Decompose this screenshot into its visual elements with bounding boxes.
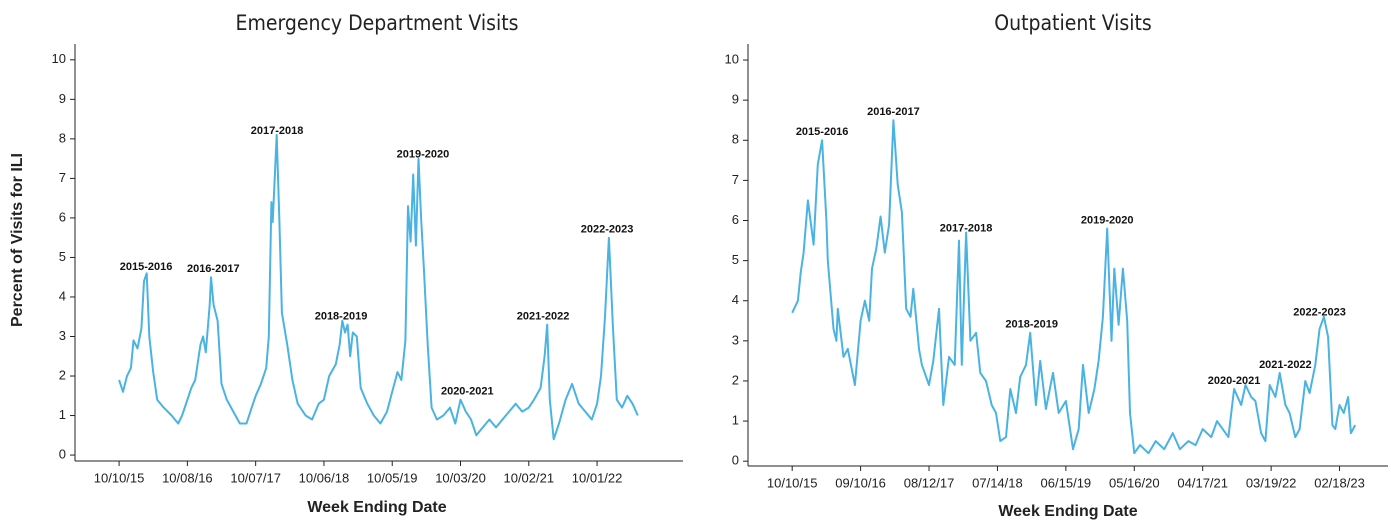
x-tick-label: 10/08/16 [162, 470, 213, 485]
x-tick-label: 03/19/22 [1246, 475, 1297, 490]
x-tick-label: 10/06/18 [299, 470, 350, 485]
chart-title: Emergency Department Visits [236, 11, 519, 35]
season-label: 2018-2019 [1005, 319, 1058, 331]
x-axis-label: Week Ending Date [307, 499, 446, 516]
x-tick-label: 10/01/22 [572, 470, 623, 485]
y-tick-label: 3 [59, 328, 66, 343]
x-tick-label: 10/05/19 [367, 470, 418, 485]
y-tick-label: 1 [732, 413, 739, 428]
y-tick-label: 5 [59, 249, 66, 264]
y-tick-label: 2 [732, 372, 739, 387]
y-tick-label: 8 [732, 132, 739, 147]
season-label: 2019-2020 [1081, 214, 1134, 226]
y-tick-label: 0 [59, 447, 66, 462]
x-tick-label: 06/15/19 [1041, 475, 1092, 490]
season-label: 2018-2019 [315, 311, 368, 323]
y-tick-label: 9 [732, 92, 739, 107]
y-tick-label: 0 [732, 453, 739, 468]
season-label: 2022-2023 [1293, 307, 1346, 319]
season-label: 2016-2017 [187, 263, 240, 275]
season-label: 2020-2021 [1208, 375, 1261, 387]
y-tick-label: 7 [732, 172, 739, 187]
x-tick-label: 02/18/23 [1314, 475, 1365, 490]
y-tick-label: 6 [59, 209, 66, 224]
y-tick-label: 6 [732, 212, 739, 227]
y-tick-label: 10 [52, 51, 66, 66]
data-line [118, 133, 639, 441]
x-tick-label: 07/14/18 [972, 475, 1023, 490]
y-tick-label: 2 [59, 367, 66, 382]
chart-title: Outpatient Visits [994, 11, 1152, 35]
y-tick-label: 4 [732, 292, 739, 307]
season-label: 2016-2017 [867, 106, 920, 118]
y-tick-label: 3 [732, 332, 739, 347]
x-tick-label: 10/07/17 [230, 470, 281, 485]
season-label: 2017-2018 [251, 125, 304, 137]
season-label: 2021-2022 [517, 311, 570, 323]
y-axis-label: Percent of Visits for ILI [9, 153, 26, 327]
season-label: 2019-2020 [397, 149, 450, 161]
y-tick-label: 5 [732, 252, 739, 267]
season-label: 2021-2022 [1259, 359, 1312, 371]
x-tick-label: 08/12/17 [904, 475, 955, 490]
x-tick-label: 10/02/21 [503, 470, 554, 485]
y-tick-label: 9 [59, 91, 66, 106]
x-tick-label: 10/10/15 [94, 470, 145, 485]
y-tick-label: 4 [59, 288, 66, 303]
x-tick-label: 09/10/16 [835, 475, 886, 490]
season-label: 2015-2016 [796, 126, 849, 138]
season-label: 2015-2016 [120, 261, 173, 273]
y-tick-label: 7 [59, 170, 66, 185]
season-label: 2022-2023 [581, 224, 634, 236]
y-tick-label: 8 [59, 130, 66, 145]
y-tick-label: 1 [59, 407, 66, 422]
x-tick-label: 10/03/20 [435, 470, 486, 485]
x-tick-label: 10/10/15 [767, 475, 818, 490]
x-axis-label: Week Ending Date [998, 503, 1137, 520]
x-tick-label: 04/17/21 [1177, 475, 1228, 490]
y-tick-label: 10 [725, 51, 739, 66]
season-label: 2020-2021 [441, 386, 494, 398]
x-tick-label: 05/16/20 [1109, 475, 1160, 490]
season-label: 2017-2018 [940, 222, 993, 234]
data-line [791, 119, 1357, 455]
